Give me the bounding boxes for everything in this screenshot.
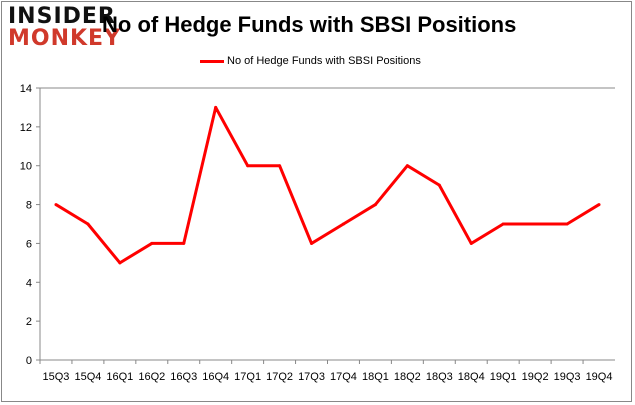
data-point: [246, 164, 250, 168]
logo-line1: INSIDER: [8, 4, 116, 29]
data-point: [373, 203, 377, 207]
x-tick-label: 15Q3: [43, 371, 70, 383]
data-point: [182, 241, 186, 245]
y-tick-label: 8: [26, 200, 32, 212]
data-point: [341, 222, 345, 226]
data-point: [405, 164, 409, 168]
insider-monkey-logo: INSIDER MONKEY: [8, 6, 121, 50]
y-tick-label: 14: [20, 83, 32, 95]
data-point: [54, 203, 58, 207]
x-tick-label: 17Q2: [266, 371, 293, 383]
x-tick-label: 16Q1: [106, 371, 133, 383]
series-line: [55, 105, 600, 265]
y-tick-label: 10: [20, 161, 32, 173]
x-tick-label: 16Q2: [138, 371, 165, 383]
logo-line2: MONKEY: [8, 26, 122, 51]
chart-title: No of Hedge Funds with SBSI Positions: [102, 12, 517, 37]
legend-swatch: [200, 59, 224, 63]
x-tick-label: 18Q3: [426, 371, 453, 383]
y-tick-label: 2: [26, 316, 32, 328]
y-tick-label: 12: [20, 122, 32, 134]
x-tick-label: 16Q3: [170, 371, 197, 383]
data-point: [565, 222, 569, 226]
x-tick-label: 19Q1: [490, 371, 517, 383]
x-tick-label: 17Q4: [330, 371, 357, 383]
x-tick-label: 19Q2: [522, 371, 549, 383]
data-point: [437, 183, 441, 187]
x-tick-label: 18Q1: [362, 371, 389, 383]
data-point: [150, 241, 154, 245]
x-tick-label: 17Q3: [298, 371, 325, 383]
data-point: [597, 203, 601, 207]
x-tick-label: 16Q4: [202, 371, 229, 383]
x-tick-label: 18Q2: [394, 371, 421, 383]
legend-label: No of Hedge Funds with SBSI Positions: [227, 55, 421, 67]
x-tick-label: 15Q4: [74, 371, 101, 383]
x-tick-label: 19Q3: [554, 371, 581, 383]
x-tick-label: 18Q4: [458, 371, 485, 383]
y-tick-label: 0: [26, 355, 32, 367]
legend: No of Hedge Funds with SBSI Positions: [200, 55, 421, 67]
data-point: [310, 241, 314, 245]
x-tick-label: 19Q4: [586, 371, 613, 383]
data-point: [469, 241, 473, 245]
data-point: [501, 222, 505, 226]
data-point: [118, 261, 122, 265]
data-point: [533, 222, 537, 226]
data-point: [214, 105, 218, 109]
data-point: [86, 222, 90, 226]
data-point: [278, 164, 282, 168]
y-tick-label: 6: [26, 238, 32, 250]
y-tick-label: 4: [26, 277, 32, 289]
x-tick-label: 17Q1: [234, 371, 261, 383]
